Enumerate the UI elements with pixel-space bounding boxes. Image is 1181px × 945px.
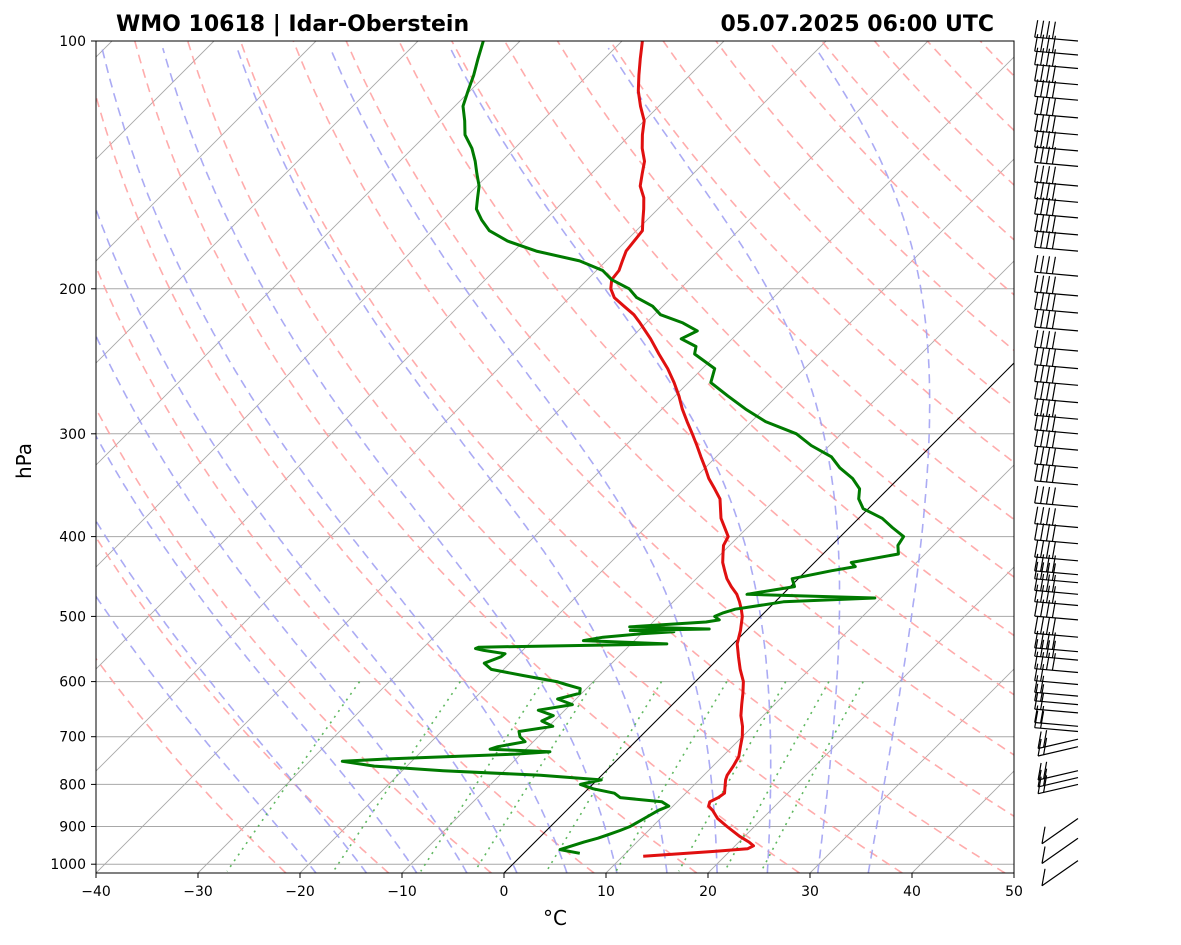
y-tick-label: 600 [59,675,86,691]
y-tick-label: 800 [59,777,86,793]
chart-title-left: WMO 10618 | Idar-Oberstein [116,12,469,37]
chart-title-right: 05.07.2025 06:00 UTC [720,12,994,37]
x-tick-label: 50 [1005,884,1023,900]
y-tick-label: 300 [59,427,86,443]
y-tick-label: 1000 [50,857,86,873]
x-tick-label: −20 [285,884,315,900]
x-tick-label: 30 [801,884,819,900]
x-tick-label: 0 [500,884,509,900]
x-tick-label: 40 [903,884,921,900]
y-tick-label: 100 [59,34,86,50]
y-tick-label: 500 [59,609,86,625]
x-tick-label: −30 [183,884,213,900]
x-tick-label: −40 [81,884,111,900]
y-axis-title: hPa [12,443,36,479]
y-tick-label: 900 [59,820,86,836]
x-axis-title: °C [543,906,567,930]
x-tick-label: −10 [387,884,417,900]
x-tick-label: 10 [597,884,615,900]
x-tick-label: 20 [699,884,717,900]
y-tick-label: 200 [59,282,86,298]
y-tick-label: 700 [59,730,86,746]
y-tick-label: 400 [59,530,86,546]
